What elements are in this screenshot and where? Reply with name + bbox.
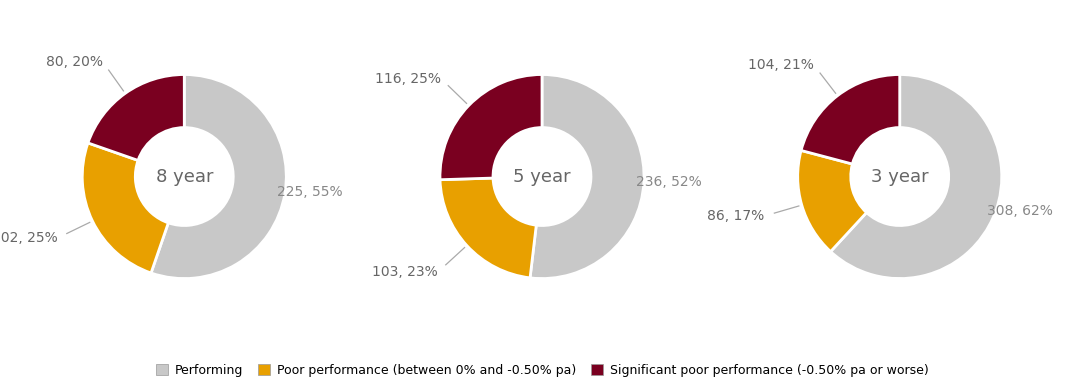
Wedge shape xyxy=(440,178,537,278)
Text: 225, 55%: 225, 55% xyxy=(276,185,343,199)
Wedge shape xyxy=(530,74,644,279)
Text: 3 year: 3 year xyxy=(870,168,929,185)
Legend: Performing, Poor performance (between 0% and -0.50% pa), Significant poor perfor: Performing, Poor performance (between 0%… xyxy=(151,359,933,382)
Text: 86, 17%: 86, 17% xyxy=(708,209,764,223)
Text: 102, 25%: 102, 25% xyxy=(0,231,57,245)
Wedge shape xyxy=(798,151,866,251)
Wedge shape xyxy=(830,74,1002,279)
Text: 104, 21%: 104, 21% xyxy=(748,58,814,72)
Wedge shape xyxy=(82,143,168,273)
Wedge shape xyxy=(88,74,184,160)
Text: 5 year: 5 year xyxy=(513,168,571,185)
Wedge shape xyxy=(151,74,286,279)
Wedge shape xyxy=(801,74,900,164)
Text: 308, 62%: 308, 62% xyxy=(988,204,1053,218)
Text: 8 year: 8 year xyxy=(155,168,214,185)
Wedge shape xyxy=(440,74,542,180)
Text: 116, 25%: 116, 25% xyxy=(375,71,441,85)
Text: 236, 52%: 236, 52% xyxy=(635,175,701,189)
Text: 80, 20%: 80, 20% xyxy=(46,55,103,69)
Text: 103, 23%: 103, 23% xyxy=(373,265,438,279)
